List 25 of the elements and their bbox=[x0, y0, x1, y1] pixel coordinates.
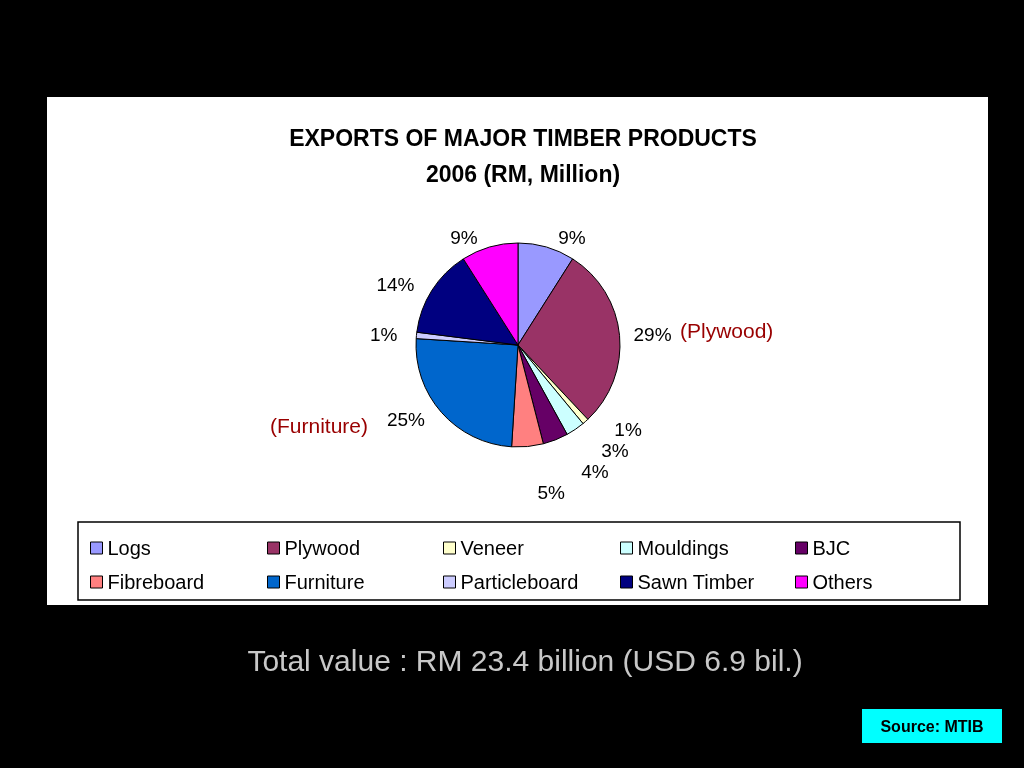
data-label: 9% bbox=[558, 226, 586, 248]
text: (Furniture) bbox=[269, 413, 368, 437]
data-label: 14% bbox=[376, 274, 415, 296]
legend-label: Furniture bbox=[284, 571, 365, 593]
legend-label: Others bbox=[812, 571, 873, 593]
data-label: 9% bbox=[450, 226, 478, 248]
source-note: Source: MTIB bbox=[880, 717, 984, 735]
data-label: 1% bbox=[614, 418, 642, 440]
data-label: 29% bbox=[633, 323, 672, 345]
chart-title: EXPORTS OF MAJOR TIMBER PRODUCTS 2006 (RM, Million) bbox=[289, 125, 757, 187]
data-label: 3% bbox=[601, 439, 629, 461]
data-label: 1% bbox=[370, 323, 398, 345]
legend-label: Veneer bbox=[460, 537, 525, 559]
data-label: 4% bbox=[581, 460, 609, 482]
text: (Plywood) bbox=[680, 318, 774, 342]
legend-label: Logs bbox=[107, 537, 151, 559]
legend-label: Sawn Timber bbox=[637, 571, 755, 593]
legend-label: Particleboard bbox=[460, 571, 579, 593]
legend-label: BJC bbox=[812, 537, 851, 559]
text: Total value : RM 23.4 billion (USD 6.9 bil.) bbox=[247, 643, 803, 677]
legend-label: Fibreboard bbox=[107, 571, 205, 593]
data-label: 5% bbox=[537, 481, 566, 503]
legend-label: Mouldings bbox=[637, 537, 729, 559]
legend-label: Plywood bbox=[284, 537, 361, 559]
data-label: 25% bbox=[386, 408, 426, 430]
